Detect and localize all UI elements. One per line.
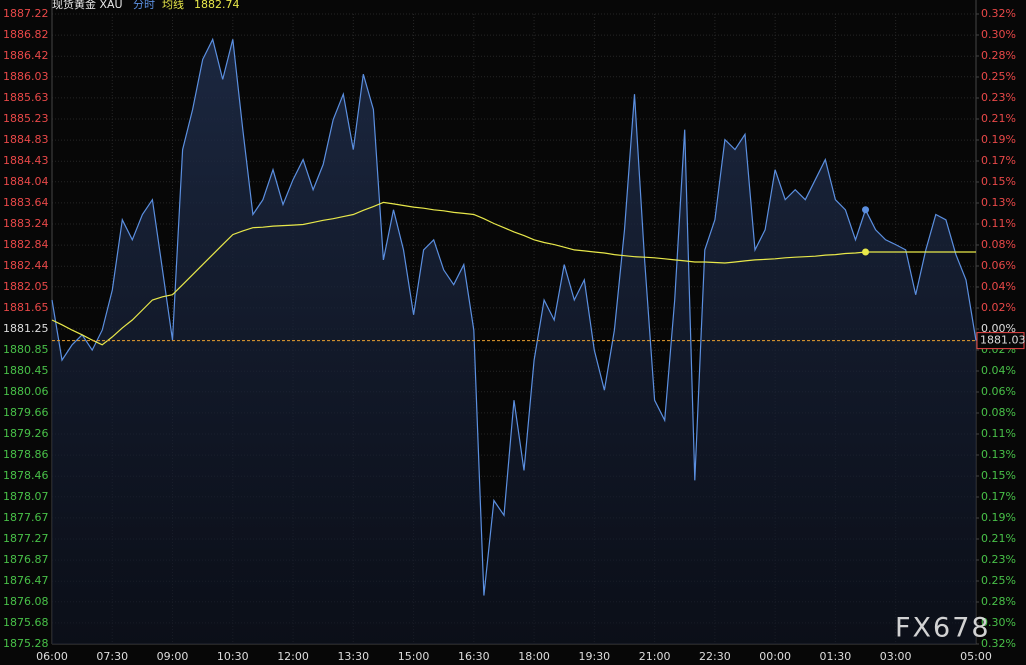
- y-tick-label: 1882.44: [3, 259, 49, 272]
- y2-tick-label: 0.15%: [981, 175, 1016, 188]
- y2-tick-label: 0.30%: [981, 28, 1016, 41]
- y-tick-label: 1878.46: [3, 469, 49, 482]
- cursor-dot: [862, 248, 870, 256]
- y2-tick-label: 0.11%: [981, 427, 1016, 440]
- y-tick-label: 1877.27: [3, 532, 49, 545]
- y2-tick-label: 0.25%: [981, 574, 1016, 587]
- legend-entry: 分时: [133, 0, 155, 11]
- x-tick-label: 00:00: [759, 650, 791, 663]
- x-tick-label: 15:00: [398, 650, 430, 663]
- y2-tick-label: 0.06%: [981, 385, 1016, 398]
- x-tick-label: 10:30: [217, 650, 249, 663]
- x-tick-label: 07:30: [96, 650, 128, 663]
- y-tick-label: 1886.03: [3, 70, 49, 83]
- y-tick-label: 1883.24: [3, 217, 49, 230]
- y2-tick-label: 0.13%: [981, 196, 1016, 209]
- y2-tick-label: 0.00%: [981, 322, 1016, 335]
- y-tick-label: 1877.67: [3, 511, 49, 524]
- x-tick-label: 01:30: [820, 650, 852, 663]
- y2-tick-label: 0.04%: [981, 280, 1016, 293]
- y2-tick-label: 0.08%: [981, 406, 1016, 419]
- y2-tick-label: 0.21%: [981, 532, 1016, 545]
- x-tick-label: 06:00: [36, 650, 68, 663]
- x-tick-label: 12:00: [277, 650, 309, 663]
- y2-tick-label: 0.28%: [981, 595, 1016, 608]
- y2-tick-label: 0.13%: [981, 448, 1016, 461]
- y-tick-label: 1881.65: [3, 301, 49, 314]
- y2-tick-label: 0.17%: [981, 154, 1016, 167]
- x-tick-label: 05:00: [960, 650, 992, 663]
- y2-tick-label: 0.19%: [981, 511, 1016, 524]
- cursor-dot: [862, 206, 870, 214]
- average-value: 1882.74: [194, 0, 240, 11]
- last-price-label: 1881.03: [980, 334, 1026, 347]
- y-tick-label: 1876.87: [3, 553, 49, 566]
- average-line: [51, 201, 976, 346]
- x-tick-label: 13:30: [337, 650, 369, 663]
- y2-tick-label: 0.23%: [981, 91, 1016, 104]
- y2-tick-label: 0.32%: [981, 7, 1016, 20]
- y-tick-label: 1876.08: [3, 595, 49, 608]
- y2-tick-label: 0.06%: [981, 259, 1016, 272]
- y2-tick-label: 0.25%: [981, 70, 1016, 83]
- last-price-box: [976, 332, 1025, 350]
- y-tick-label: 1887.22: [3, 7, 49, 20]
- x-tick-label: 03:00: [880, 650, 912, 663]
- legend-entry: 均线: [162, 0, 184, 11]
- y-tick-label: 1875.68: [3, 616, 49, 629]
- y2-tick-label: 0.30%: [981, 616, 1016, 629]
- y2-tick-label: 0.21%: [981, 112, 1016, 125]
- y-tick-label: 1880.06: [3, 385, 49, 398]
- x-tick-label: 09:00: [157, 650, 189, 663]
- x-tick-label: 19:30: [578, 650, 610, 663]
- y-tick-label: 1884.83: [3, 133, 49, 146]
- y-tick-label: 1883.64: [3, 196, 49, 209]
- y2-tick-label: 0.23%: [981, 553, 1016, 566]
- y2-tick-label: 0.11%: [981, 217, 1016, 230]
- y2-tick-label: 0.08%: [981, 238, 1016, 251]
- chart-title: 现货黄金 XAU: [52, 0, 123, 11]
- y-tick-label: 1880.45: [3, 364, 49, 377]
- y2-tick-label: 0.32%: [981, 637, 1016, 650]
- y-tick-label: 1875.28: [3, 637, 49, 650]
- watermark: FX678: [895, 613, 991, 644]
- x-tick-label: 22:30: [699, 650, 731, 663]
- y-tick-label: 1885.23: [3, 112, 49, 125]
- y-tick-label: 1882.05: [3, 280, 49, 293]
- y-tick-label: 1886.42: [3, 49, 49, 62]
- y-tick-label: 1881.25: [3, 322, 49, 335]
- y-tick-label: 1882.84: [3, 238, 49, 251]
- price-area: [52, 39, 976, 645]
- y-tick-label: 1884.43: [3, 154, 49, 167]
- y2-tick-label: 0.04%: [981, 364, 1016, 377]
- y-tick-label: 1886.82: [3, 28, 49, 41]
- y-tick-label: 1879.66: [3, 406, 49, 419]
- x-tick-label: 18:00: [518, 650, 550, 663]
- x-tick-label: 21:00: [639, 650, 671, 663]
- y2-tick-label: 0.15%: [981, 469, 1016, 482]
- y-tick-label: 1879.26: [3, 427, 49, 440]
- y-tick-label: 1878.07: [3, 490, 49, 503]
- y-tick-label: 1884.04: [3, 175, 49, 188]
- price-line: [51, 37, 977, 596]
- y2-tick-label: 0.28%: [981, 49, 1016, 62]
- y-tick-label: 1880.85: [3, 343, 49, 356]
- y-tick-label: 1876.47: [3, 574, 49, 587]
- y-tick-label: 1885.63: [3, 91, 49, 104]
- x-tick-label: 16:30: [458, 650, 490, 663]
- y2-tick-label: 0.19%: [981, 133, 1016, 146]
- y2-tick-label: 0.17%: [981, 490, 1016, 503]
- y-tick-label: 1878.86: [3, 448, 49, 461]
- y2-tick-label: 0.02%: [981, 301, 1016, 314]
